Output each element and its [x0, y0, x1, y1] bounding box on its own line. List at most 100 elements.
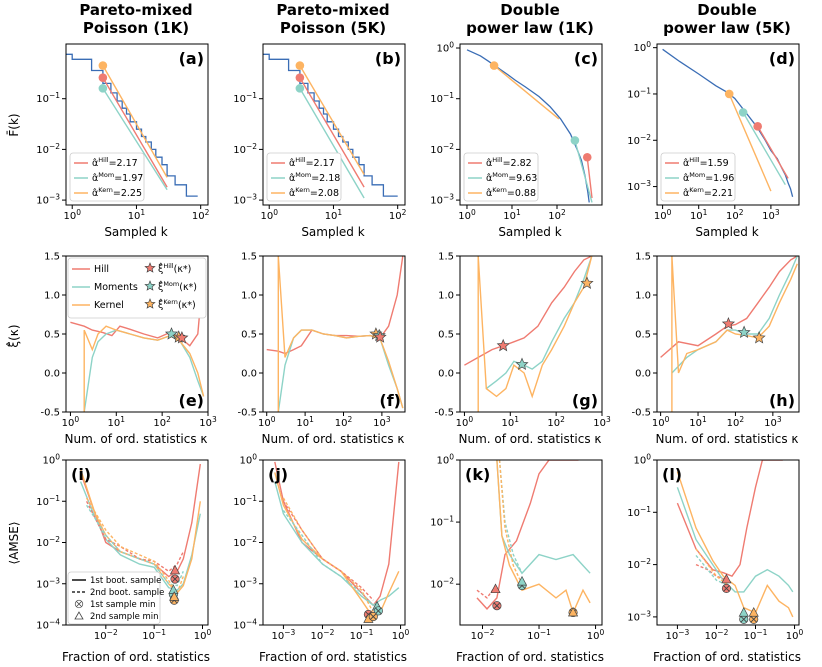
series-moments [299, 88, 365, 199]
col2-title-line1: Pareto-mixed [276, 1, 389, 19]
sample-min-triangle-marker [490, 583, 501, 594]
row2-xlabel-e: Num. of ord. statistics κ [65, 432, 208, 446]
legend-star-0: ξ̂Hill(κ*) [158, 262, 191, 275]
kappa-star-marker [752, 330, 766, 344]
tick-label: 101 [502, 415, 520, 429]
row3-ylabel: ⟨AMSE⟩ [7, 521, 21, 564]
tick-label: 100 [633, 453, 651, 467]
legend-box [660, 152, 736, 202]
col1-title-line2: Poisson (1K) [83, 19, 189, 37]
tick-label: 100 [587, 628, 605, 642]
series-kernel [728, 93, 772, 192]
fit-start-dot [724, 89, 734, 99]
tick-label: -0.5 [40, 408, 60, 419]
tick-label: 0.0 [635, 369, 651, 380]
tick-label: -0.5 [237, 408, 257, 419]
axes-frame [459, 459, 603, 626]
sample-min-triangle-marker [748, 607, 759, 617]
tick-label: 10−3 [430, 193, 454, 207]
sample-min-triangle-marker [516, 575, 528, 586]
tick-label: 100 [258, 415, 276, 429]
series-hill-dashed [85, 500, 184, 573]
tick-label: 10−2 [627, 557, 651, 571]
tick-label: 1.5 [438, 252, 454, 263]
series-hill [464, 256, 593, 366]
legend-alpha-hill: α̂Hill=1.59 [683, 156, 729, 169]
tick-label: 0.5 [44, 330, 60, 341]
row3-xlabel-j: Fraction of ord. statistics [259, 650, 407, 664]
legend-entry-1: 2nd boot. sample [90, 588, 164, 598]
sample-min-x-marker [373, 606, 383, 616]
sample-min-triangle-marker [721, 573, 732, 584]
tick-label: 0.5 [241, 330, 257, 341]
fit-start-dot [738, 108, 748, 117]
tick-label: 101 [128, 208, 146, 222]
kappa-star-marker [144, 280, 156, 291]
panel-c: 100 101 10210−310−210−1100(c)α̂Hill=2.82α̂… [430, 41, 603, 222]
series-kernel [671, 256, 798, 412]
legend-alpha-hill: α̂Hill=2.17 [289, 156, 335, 169]
tick-label: 102 [548, 208, 566, 222]
tick-label: 101 [690, 208, 708, 222]
kappa-star-marker [373, 330, 387, 343]
panel-l: 10−3 10−2 10−1 100 10−3 10−2 10−1 100 (l) [627, 453, 803, 643]
tick-label: 100 [654, 208, 672, 222]
panel-label: (b) [375, 49, 401, 68]
series-moments [102, 88, 168, 191]
legend-alpha-mom: α̂Mom=9.63 [486, 171, 537, 184]
tick-label: 102 [335, 415, 353, 429]
tick-label: 10−3 [666, 628, 690, 642]
tick-label: 10−1 [350, 628, 374, 642]
panel-label: (h) [769, 391, 795, 410]
row1-xlabel-d: Sampled k [695, 225, 758, 239]
panel-label: (c) [574, 49, 598, 68]
kappa-star-marker [737, 325, 751, 339]
row3-xlabel-k: Fraction of ord. statistics [456, 650, 604, 664]
tick-label: 10−1 [233, 494, 257, 508]
tick-label: 10−1 [142, 628, 166, 642]
series-group [266, 256, 404, 412]
tick-label: 101 [689, 415, 707, 429]
alpha-legend: α̂Hill=2.82 α̂Mom=9.63 α̂Kern=0.88 [463, 152, 539, 202]
tick-label: 10−4 [36, 618, 60, 632]
tick-label: 100 [633, 40, 651, 54]
axes-frame [65, 43, 209, 206]
tick-label: 10−2 [430, 142, 454, 156]
tick-label: 103 [764, 415, 782, 429]
tick-label: 1.0 [241, 291, 257, 302]
legend-star-2: ξ̂Kern(κ*) [158, 298, 196, 311]
legend-line-kernel: Kernel [94, 300, 124, 311]
panel-label: (f) [379, 391, 401, 410]
fit-start-dot [295, 61, 305, 70]
series-moments [274, 481, 400, 607]
tick-label: 10−1 [627, 505, 651, 519]
series-group [676, 460, 794, 618]
tick-label: 10−1 [36, 91, 60, 105]
legend-entry-2: 1st sample min [90, 600, 156, 610]
axes-frame [262, 43, 406, 206]
tick-label: 10−1 [527, 628, 551, 642]
tick-label: 1.5 [635, 252, 651, 263]
fit-start-dot [570, 136, 580, 145]
panel-i: 10−2 10−1 100 10−4 10−3 10−2 10−1 100 (i) [36, 453, 211, 643]
tick-label: 10−2 [36, 535, 60, 549]
tick-label: 10−3 [36, 193, 60, 207]
sample-min-x-marker [170, 574, 180, 584]
alpha-legend: α̂Hill=2.17 α̂Mom=2.18 α̂Kern=2.08 [266, 152, 342, 202]
tick-label: 10−2 [705, 628, 729, 642]
tick-label: 100 [436, 41, 454, 55]
tick-label: 10−2 [233, 535, 257, 549]
tick-label: 0.0 [44, 369, 60, 380]
tick-label: 0.5 [438, 330, 454, 341]
tick-label: 10−3 [36, 576, 60, 590]
row1-xlabel-b: Sampled k [301, 225, 364, 239]
tick-label: 1.0 [438, 291, 454, 302]
panel-b: 100 101 102 10−3 10−2 10−1 (b) α̂Hill=2.17 α̂Mom… [233, 43, 407, 222]
panel-k: 10−2 10−1 100 10−2 10−1 100 (k) [430, 453, 604, 643]
legend-alpha-hill: α̂Hill=2.82 [486, 156, 532, 169]
tick-label: 100 [194, 628, 212, 642]
series-hill-dashed [476, 583, 498, 599]
sample-min-x-marker [721, 583, 731, 593]
sample-min-x-marker [368, 612, 378, 622]
